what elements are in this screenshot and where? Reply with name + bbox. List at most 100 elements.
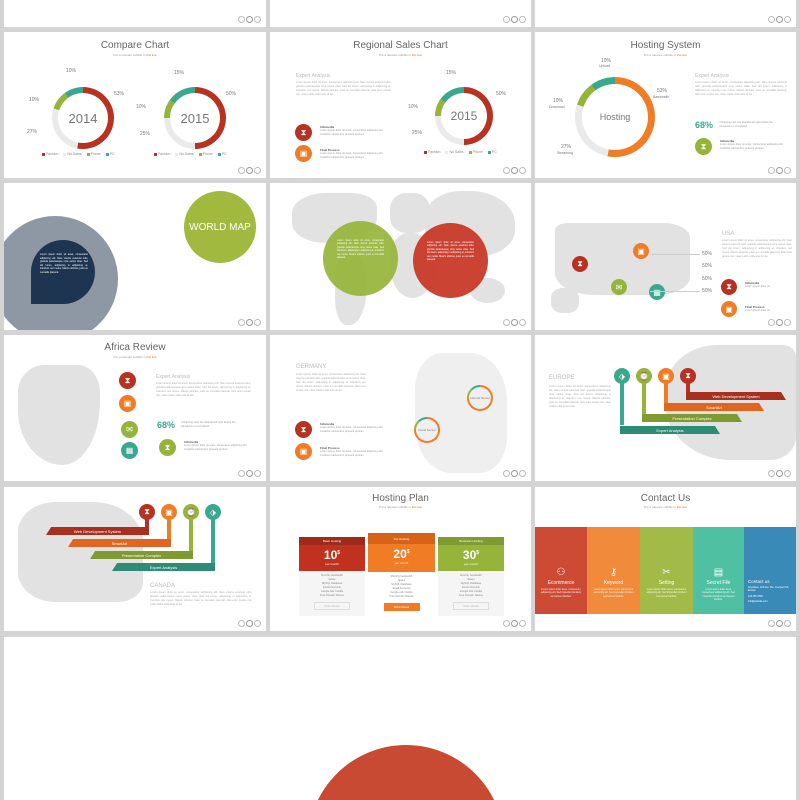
slide-usa[interactable]: ⧗ ▣ ✉ ▦ 50% 50% 50% 50% USA Lorem ipsum …	[535, 183, 796, 330]
slide-nav	[238, 319, 261, 326]
tools-icon: ✂	[662, 567, 671, 578]
chart-legend: Fashion No Sales Phone PC	[424, 150, 497, 154]
hourglass-icon: ⧗	[139, 504, 155, 520]
navy-drop	[31, 240, 95, 304]
donut-2015: 2015	[164, 87, 226, 149]
more-detail-button[interactable]: More Detail	[383, 603, 420, 611]
image-icon: ▣	[295, 443, 312, 460]
slide-title: Hosting Plan	[372, 493, 429, 504]
slide-partial-1[interactable]	[4, 0, 266, 27]
leader-lines	[650, 254, 700, 292]
slide-subtitle: Put a relevant subtitle in this line	[643, 53, 688, 57]
slide-nav	[238, 167, 261, 174]
slide-canada[interactable]: ⧗ ▣ ⌚ ⬗ Web Development System SmartArt …	[4, 487, 266, 631]
slide-hosting-plan[interactable]: Hosting Plan Put a relevant subtitle in …	[270, 487, 531, 631]
map-europe	[390, 193, 430, 233]
slide-world-map-intro[interactable]: Lorem ipsum dolor sit amet, consectetur …	[4, 183, 266, 330]
plan-business: Business Hosting 30$ per month Monthly ba…	[438, 537, 504, 616]
slide-nav	[768, 16, 791, 23]
slide-title: Hosting System	[630, 40, 701, 51]
plan-basic: Basic Hosting 10$ per month Monthly bandw…	[299, 537, 365, 616]
contact-col-setting: ✂ Setting Lorem ipsum dolor amet, consec…	[640, 527, 693, 614]
slide-nav	[768, 319, 791, 326]
slide-nav	[503, 167, 526, 174]
slide-title: Regional Sales Chart	[353, 40, 448, 51]
watch-icon: ⌚	[636, 368, 652, 384]
image-icon: ▣	[161, 504, 177, 520]
cabinet-icon: ▦	[649, 284, 665, 300]
green-circle	[323, 221, 398, 296]
slide-hosting-system[interactable]: Hosting System Put a relevant subtitle i…	[535, 32, 796, 178]
contact-col-ecommerce: ⚇ Ecommerce Lorem ipsum dolor amet, cons…	[535, 527, 587, 614]
donut-2014: 2014	[52, 87, 114, 149]
cabinet-icon: ▦	[121, 442, 138, 459]
email-link[interactable]: info@website.com	[748, 599, 768, 603]
slide-subtitle: Put a relevant subtitle in this line	[378, 53, 423, 57]
contact-col-keyword: ⚷ Keyword Lorem ipsum dolor amet, consec…	[587, 527, 640, 614]
body-text: Lorem ipsum dolor sit amet, consectetur …	[296, 81, 391, 96]
donut-2015: 2015	[435, 87, 493, 145]
hourglass-icon: ⧗	[295, 421, 312, 438]
inbox-icon: ✉	[611, 279, 627, 295]
image-icon: ▣	[119, 395, 136, 412]
slide-africa-review[interactable]: Africa Review Put a relevant subtitle in…	[4, 335, 266, 481]
plan-pro: Pro Hosting 20$ per month Monthly bandwid…	[368, 533, 435, 619]
slide-title: Contact Us	[640, 493, 691, 504]
chair-icon: ⚇	[556, 567, 566, 578]
map-germany	[415, 353, 507, 473]
more-detail-button[interactable]: More Detail	[314, 602, 350, 610]
image-icon: ▣	[633, 243, 649, 259]
key-icon: ⚷	[609, 567, 618, 578]
slide-nav	[238, 16, 261, 23]
slide-nav	[238, 470, 261, 477]
slide-nav	[503, 620, 526, 627]
internet-server-ring: Internet Server	[467, 385, 493, 411]
image-icon: ▣	[721, 301, 737, 317]
slide-title: Compare Chart	[100, 40, 170, 51]
contact-col-secret-file: ▤ Secret File Lorem ipsum dolor amet, co…	[693, 527, 744, 614]
cabinet-icon: ▤	[713, 567, 724, 578]
donut-hosting: Hosting	[575, 77, 655, 157]
image-icon: ▣	[295, 145, 312, 162]
more-detail-button[interactable]: More Detail	[453, 602, 489, 610]
tag-icon: ⬗	[614, 368, 630, 384]
slide-partial-3[interactable]	[535, 0, 796, 27]
chart-legend: Fashion No Sales Phone PC	[42, 152, 115, 156]
slide-regional-sales[interactable]: Regional Sales Chart Put a relevant subt…	[270, 32, 531, 178]
contact-col-info: Contact us Anywhere, 123 Ave. Pte. Liver…	[744, 527, 796, 614]
hourglass-icon: ⧗	[119, 372, 136, 389]
slide-compare-chart[interactable]: Compare Chart Put a relevant subtitle in…	[4, 32, 266, 178]
slide-germany[interactable]: GERMANY Lorem ipsum dolor sit amet, cons…	[270, 335, 531, 481]
slide-nav	[768, 470, 791, 477]
red-circle	[413, 223, 488, 298]
slide-world-map[interactable]: Lorem ipsum dolor sit amet, consectetur …	[270, 183, 531, 330]
slide-subtitle: Put a relevant subtitle in this line	[113, 355, 157, 359]
cloud-server-ring: Cloud Server	[414, 417, 440, 443]
slide-large-preview[interactable]	[4, 637, 796, 800]
slide-nav	[238, 620, 261, 627]
slide-contact-us[interactable]: Contact Us Put a relevant subtitle in th…	[535, 487, 796, 631]
inbox-icon: ✉	[121, 421, 138, 438]
slide-subtitle: Put a relevant subtitle in this line	[378, 505, 423, 509]
slide-subtitle: Put a relevant subtitle in this line	[113, 53, 157, 57]
slide-nav	[768, 620, 791, 627]
map-africa	[18, 365, 100, 465]
hourglass-icon: ⧗	[572, 256, 588, 272]
slide-partial-2[interactable]	[270, 0, 531, 27]
image-icon: ▣	[658, 368, 674, 384]
slide-nav	[503, 470, 526, 477]
tag-icon: ⬗	[205, 504, 221, 520]
slide-europe[interactable]: EUROPE Lorem ipsum dolor sit amet, conse…	[535, 335, 796, 481]
watch-icon: ⌚	[183, 504, 199, 520]
hourglass-icon: ⧗	[680, 368, 696, 384]
hourglass-icon: ⧗	[159, 439, 176, 456]
hourglass-icon: ⧗	[295, 124, 312, 141]
world-map-badge: WORLD MAP	[184, 191, 256, 263]
hourglass-icon: ⧗	[695, 138, 712, 155]
section-heading: Expert Analysis	[296, 73, 331, 79]
map-alaska	[551, 288, 579, 313]
slide-nav	[503, 16, 526, 23]
phone-text: 123 456 7890	[748, 594, 763, 598]
map-europe	[665, 345, 796, 460]
chart-legend: Fashion No Sales Phone PC	[154, 152, 227, 156]
